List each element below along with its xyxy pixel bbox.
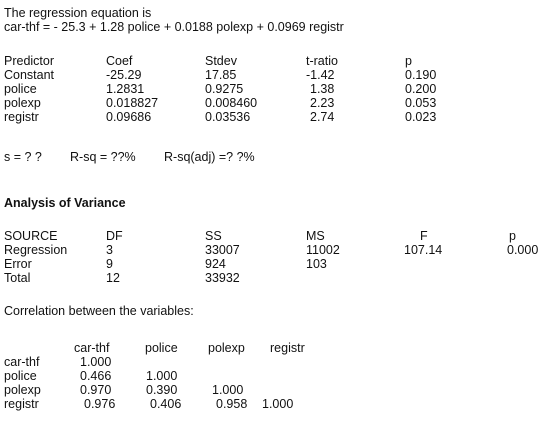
anova-header-f: F (420, 229, 428, 243)
coef-header-stdev: Stdev (205, 54, 237, 68)
anova-cell: 33007 (205, 243, 240, 257)
anova-cell: 103 (306, 257, 327, 271)
coef-header-p: p (405, 54, 412, 68)
coef-cell: 0.023 (405, 110, 437, 124)
coef-cell: 1.38 (310, 82, 335, 96)
corr-row-label: car-thf (4, 355, 40, 369)
regression-intro: The regression equation is (4, 6, 152, 20)
anova-header-ms: MS (306, 229, 325, 243)
coef-cell: 0.190 (405, 68, 437, 82)
corr-row-label: police (4, 369, 37, 383)
coef-header-tratio: t-ratio (306, 54, 338, 68)
coef-header-predictor: Predictor (4, 54, 55, 68)
anova-cell: Total (4, 271, 31, 285)
coef-cell: 2.74 (310, 110, 335, 124)
coef-cell: 0.008460 (205, 96, 258, 110)
corr-row-label: polexp (4, 383, 41, 397)
coef-cell: -25.29 (106, 68, 142, 82)
corr-cell: 1.000 (146, 369, 178, 383)
coef-cell: -1.42 (306, 68, 335, 82)
coef-cell: 0.018827 (106, 96, 159, 110)
summary-rsq-adj: R-sq(adj) =? ?% (164, 150, 255, 164)
corr-header: car-thf (74, 341, 110, 355)
corr-header: registr (270, 341, 305, 355)
coef-cell: 0.9275 (205, 82, 244, 96)
summary-rsq: R-sq = ??% (70, 150, 136, 164)
coef-cell: 1.2831 (106, 82, 145, 96)
anova-title: Analysis of Variance (4, 196, 126, 210)
anova-cell: 0.000 (507, 243, 539, 257)
anova-cell: 11002 (306, 243, 340, 257)
coef-cell: polexp (4, 96, 41, 110)
coef-cell: 0.03536 (205, 110, 251, 124)
anova-cell: 12 (106, 271, 120, 285)
anova-cell: 107.14 (404, 243, 443, 257)
corr-cell: 0.976 (84, 397, 116, 411)
anova-header-ss: SS (205, 229, 222, 243)
corr-cell: 0.970 (80, 383, 112, 397)
coef-header-coef: Coef (106, 54, 133, 68)
corr-row-label: registr (4, 397, 39, 411)
coef-cell: 17.85 (205, 68, 237, 82)
corr-cell: 0.958 (216, 397, 248, 411)
coef-cell: 0.200 (405, 82, 437, 96)
coef-cell: 0.09686 (106, 110, 152, 124)
regression-equation: car-thf = - 25.3 + 1.28 police + 0.0188 … (4, 20, 344, 34)
coef-cell: 2.23 (310, 96, 335, 110)
coef-cell: registr (4, 110, 39, 124)
anova-header-p: p (509, 229, 516, 243)
anova-cell: 9 (106, 257, 113, 271)
corr-header: polexp (208, 341, 245, 355)
anova-cell: 33932 (205, 271, 240, 285)
anova-header-source: SOURCE (4, 229, 58, 243)
anova-cell: Regression (4, 243, 68, 257)
anova-cell: 3 (106, 243, 113, 257)
anova-cell: Error (4, 257, 32, 271)
anova-cell: 924 (205, 257, 226, 271)
corr-cell: 1.000 (212, 383, 244, 397)
coef-cell: 0.053 (405, 96, 437, 110)
summary-s: s = ? ? (4, 150, 42, 164)
anova-header-df: DF (106, 229, 123, 243)
coef-cell: Constant (4, 68, 55, 82)
corr-header: police (145, 341, 178, 355)
corr-cell: 1.000 (80, 355, 112, 369)
corr-cell: 0.390 (146, 383, 178, 397)
correlation-title: Correlation between the variables: (4, 304, 194, 318)
corr-cell: 0.466 (80, 369, 112, 383)
coef-cell: police (4, 82, 37, 96)
corr-cell: 0.406 (150, 397, 182, 411)
corr-cell: 1.000 (262, 397, 294, 411)
